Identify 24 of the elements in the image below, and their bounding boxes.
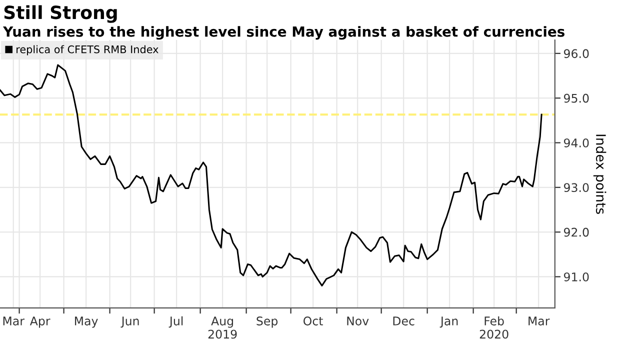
chart-title: Still Strong [4, 5, 117, 23]
x-tick-label: Dec [393, 316, 414, 326]
y-tick-label: 94.0 [564, 138, 589, 148]
y-axis-title: Index points [593, 134, 606, 214]
y-tick-label: 96.0 [564, 49, 589, 58]
x-tick-label: Aug 2019 [208, 316, 237, 339]
x-tick-label: May [75, 316, 98, 328]
x-tick-label: Sep [256, 316, 278, 328]
x-tick-label: Mar [528, 316, 550, 326]
y-tick-label: 93.0 [564, 183, 589, 192]
chart-subtitle: Yuan rises to the highest level since May against a basket of currencies [2, 26, 564, 40]
x-tick-label: Oct [304, 316, 323, 326]
x-tick-label: Mar [3, 316, 24, 326]
line-series [0, 64, 542, 286]
x-tick-label: Feb 2020 [480, 316, 508, 339]
x-tick-label: Jan [440, 316, 458, 328]
x-tick-label: Jul [168, 316, 183, 328]
x-tick-label: Nov [347, 316, 369, 326]
y-tick-label: 95.0 [564, 94, 589, 103]
x-tick-label: Apr [30, 316, 50, 328]
y-tick-label: 91.0 [564, 272, 589, 282]
legend-label: replica of CFETS RMB Index [16, 45, 158, 56]
y-tick-label: 92.0 [564, 228, 589, 237]
x-tick-label: Jun [120, 316, 139, 328]
